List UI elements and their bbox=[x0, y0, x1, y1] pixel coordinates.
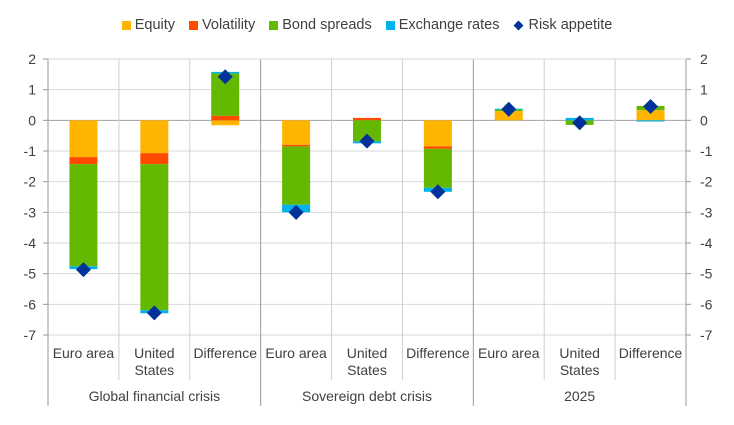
y-tick-label-left: 1 bbox=[28, 82, 36, 98]
risk-appetite-marker bbox=[643, 99, 659, 115]
bar-segment-volatility bbox=[423, 146, 452, 149]
group-label: Sovereign debt crisis bbox=[302, 388, 432, 404]
category-label: United bbox=[559, 345, 599, 361]
legend-swatch-exchange-rates bbox=[385, 20, 395, 30]
legend-label-risk-appetite: Risk appetite bbox=[528, 17, 613, 33]
risk-appetite-marker bbox=[430, 184, 446, 200]
bars bbox=[69, 71, 665, 314]
category-label: States bbox=[560, 362, 600, 378]
legend-label-volatility: Volatility bbox=[202, 17, 256, 33]
y-tick-label-right: 1 bbox=[700, 82, 708, 98]
bar-segment-equity bbox=[423, 120, 452, 147]
y-tick-label-left: -7 bbox=[24, 327, 37, 343]
bar-segment-volatility bbox=[353, 117, 381, 121]
y-tick-label-right: -7 bbox=[700, 327, 713, 343]
y-tick-label-left: 0 bbox=[28, 112, 36, 128]
legend-item-exchange-rates: Exchange rates bbox=[385, 17, 500, 33]
y-tick-label-right: -5 bbox=[700, 266, 713, 282]
bar-segment-volatility bbox=[211, 115, 240, 121]
y-tick-label-left: -5 bbox=[24, 266, 37, 282]
y-tick-label-left: -3 bbox=[24, 204, 37, 220]
axis-labels: 2 2 1 1 0 0 -1 -1 -2 -2 -3 -3 -4 -4 -5 -5 -6 -6 -7 -7 Euro a… bbox=[24, 51, 713, 404]
bar-segment-bond-spreads bbox=[423, 148, 452, 188]
legend-label-bond-spreads: Bond spreads bbox=[282, 17, 372, 33]
legend-item-equity: Equity bbox=[121, 17, 176, 33]
bar-segment-equity bbox=[211, 120, 240, 126]
bar-segment-volatility bbox=[282, 144, 311, 147]
risk-appetite-markers bbox=[75, 69, 659, 321]
category-label: Euro area bbox=[53, 345, 115, 361]
bar-segment-exchange-rates bbox=[636, 120, 665, 122]
category-label: Euro area bbox=[265, 345, 327, 361]
risk-appetite-marker bbox=[146, 305, 162, 321]
legend-item-volatility: Volatility bbox=[189, 17, 255, 33]
category-label: States bbox=[134, 362, 174, 378]
y-tick-label-right: 2 bbox=[700, 51, 708, 67]
bar-segment-bond-spreads bbox=[282, 146, 311, 205]
y-tick-label-left: -4 bbox=[24, 235, 37, 251]
risk-appetite-marker bbox=[75, 262, 91, 278]
legend-item-bond-spreads: Bond spreads bbox=[269, 17, 372, 33]
bar-segment-bond-spreads bbox=[353, 120, 381, 142]
y-tick-label-left: -2 bbox=[24, 174, 37, 190]
risk-appetite-marker bbox=[359, 133, 375, 149]
axes bbox=[43, 58, 691, 406]
legend-label-exchange-rates: Exchange rates bbox=[398, 17, 500, 33]
category-label: States bbox=[347, 362, 387, 378]
legend-swatch-volatility bbox=[189, 20, 199, 30]
bar-segment-volatility bbox=[140, 153, 169, 165]
y-tick-label-right: -2 bbox=[700, 174, 713, 190]
bar-segment-bond-spreads bbox=[140, 164, 169, 311]
y-tick-label-right: -3 bbox=[700, 204, 713, 220]
category-label: United bbox=[347, 345, 387, 361]
legend: Equity Volatility Bond spreads Exchange … bbox=[0, 17, 734, 33]
bar-segment-equity bbox=[69, 120, 98, 158]
y-tick-label-left: -1 bbox=[24, 143, 37, 159]
risk-appetite-marker bbox=[288, 204, 304, 220]
bar-segment-bond-spreads bbox=[69, 164, 98, 267]
legend-swatch-bond-spreads bbox=[269, 20, 279, 30]
category-label: Difference bbox=[406, 345, 470, 361]
category-label: Euro area bbox=[478, 345, 540, 361]
risk-appetite-marker bbox=[501, 101, 517, 117]
category-label: United bbox=[134, 345, 174, 361]
bar-segment-equity bbox=[140, 120, 169, 154]
group-label: Global financial crisis bbox=[89, 388, 221, 404]
bar-segment-volatility bbox=[69, 157, 98, 165]
bar-segment-equity bbox=[282, 120, 311, 145]
group-label: 2025 bbox=[564, 388, 595, 404]
y-tick-label-right: 0 bbox=[700, 112, 708, 128]
risk-appetite-marker bbox=[572, 115, 588, 131]
y-tick-label-left: -6 bbox=[24, 296, 37, 312]
legend-swatch-equity bbox=[121, 20, 131, 30]
y-tick-label-right: -4 bbox=[700, 235, 713, 251]
y-tick-label-right: -6 bbox=[700, 296, 713, 312]
legend-label-equity: Equity bbox=[134, 17, 176, 33]
bar-segment-equity bbox=[636, 110, 665, 121]
y-tick-label-left: 2 bbox=[28, 51, 36, 67]
risk-appetite-marker bbox=[217, 69, 233, 85]
category-label: Difference bbox=[193, 345, 257, 361]
legend-item-risk-appetite: Risk appetite bbox=[513, 17, 612, 33]
y-tick-label-right: -1 bbox=[700, 143, 713, 159]
category-label: Difference bbox=[619, 345, 683, 361]
